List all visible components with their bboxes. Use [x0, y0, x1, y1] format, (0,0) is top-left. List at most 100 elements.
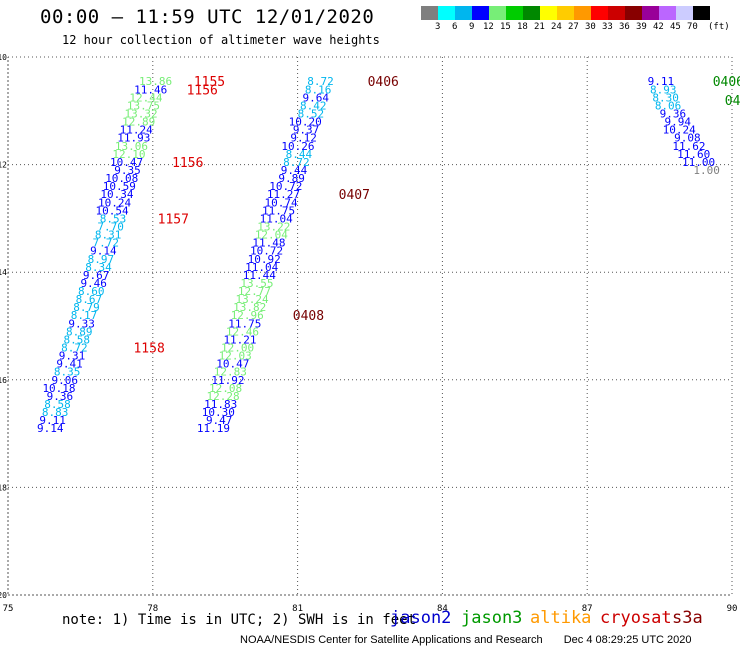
- swh-value: 8.35: [54, 366, 81, 379]
- swh-value: 12.83: [214, 366, 247, 379]
- swh-value: 9.36: [660, 107, 687, 120]
- swh-value: 9.41: [56, 358, 83, 371]
- colorbar-labels: 3 6 9 12 15 18 21 24 27 30 33 36 39 42 45 70 (ft): [421, 22, 740, 34]
- swh-value: 12.00: [221, 342, 254, 355]
- footer: NOAA/NESDIS Center for Satellite Applica…: [240, 634, 692, 646]
- y-tick-label: 20: [0, 591, 7, 600]
- swh-value: 8.52: [298, 107, 325, 120]
- colorbar-swatch: [625, 6, 642, 20]
- swh-value: 10.54: [96, 204, 129, 217]
- colorbar-swatch: [421, 6, 438, 20]
- colorbar-swatch: [574, 6, 591, 20]
- time-label: 0407: [725, 94, 740, 109]
- swh-value: 8.58: [64, 333, 91, 346]
- swh-value: 10.74: [264, 196, 297, 209]
- swh-value: 12.44: [129, 91, 162, 104]
- x-tick-label: 84: [437, 604, 448, 614]
- swh-value: 11.60: [677, 148, 710, 161]
- time-label: 0407: [339, 188, 370, 203]
- colorbar-tick: 30: [585, 22, 596, 32]
- swh-value: 9.35: [114, 164, 141, 177]
- swh-value: 7.72: [93, 237, 120, 250]
- swh-value: 8.58: [44, 398, 71, 411]
- time-label: 1155: [194, 75, 225, 90]
- swh-value: 11.92: [211, 374, 244, 387]
- time-label: 1156: [187, 83, 218, 98]
- colorbar-tick: 9: [469, 22, 475, 32]
- swh-value: 9.33: [68, 317, 95, 330]
- swh-value: 12.08: [209, 382, 242, 395]
- satellite-legend-s3a: s3a: [672, 608, 703, 628]
- swh-value: 10.30: [202, 406, 235, 419]
- y-tick-label: 16: [0, 376, 7, 385]
- swh-value: 10.24: [98, 196, 131, 209]
- swh-value: 8.89: [66, 325, 93, 338]
- swh-value: 8.17: [71, 309, 98, 322]
- x-tick-label: 87: [582, 604, 593, 614]
- swh-value: 10.24: [663, 124, 696, 137]
- time-label: 0406: [713, 75, 740, 90]
- swh-value: 9.12: [290, 132, 317, 145]
- swh-value: 13.24: [236, 293, 269, 306]
- time-label: 1157: [158, 212, 189, 227]
- colorbar-tick: 15: [500, 22, 511, 32]
- swh-value: 13.55: [240, 277, 273, 290]
- colorbar-swatch: [659, 6, 676, 20]
- y-tick-label: 14: [0, 268, 7, 277]
- swh-value: 9.14: [37, 422, 64, 435]
- swh-value: 12.96: [231, 309, 264, 322]
- swh-value: 9.08: [674, 132, 701, 145]
- swh-value: 12.04: [255, 229, 288, 242]
- y-tick-label: 18: [0, 483, 7, 492]
- colorbar-tick: 3: [435, 22, 441, 32]
- x-tick-label: 81: [292, 604, 303, 614]
- satellite-legend-altika: altika: [530, 608, 592, 628]
- swh-value: 1.00: [693, 164, 720, 177]
- swh-value: 8.34: [85, 261, 112, 274]
- swh-value: 10.47: [216, 358, 249, 371]
- swh-value: 8.31: [95, 229, 122, 242]
- swh-value: 13.86: [139, 75, 172, 88]
- colorbar-swatch: [557, 6, 574, 20]
- colorbar-swatch: [540, 6, 557, 20]
- colorbar-swatch: [642, 6, 659, 20]
- swh-value: 13.22: [257, 220, 290, 233]
- plot-frame: [7, 56, 733, 596]
- satellite-legend-jason2: jason2: [390, 608, 452, 628]
- swh-value: 9.37: [293, 124, 320, 137]
- swh-value: 11.75: [228, 317, 261, 330]
- swh-value: 9.36: [47, 390, 74, 403]
- swh-value: 8.44: [286, 148, 313, 161]
- colorbar-tick: 45: [670, 22, 681, 32]
- swh-value: 13.32: [125, 107, 158, 120]
- time-label: 1156: [172, 156, 203, 171]
- swh-value: 8.93: [650, 83, 677, 96]
- colorbar: [421, 6, 710, 20]
- colorbar-swatch: [489, 6, 506, 20]
- swh-value: 11.48: [252, 237, 285, 250]
- time-label: 0406: [368, 75, 399, 90]
- colorbar-tick: 39: [636, 22, 647, 32]
- swh-value: 9.64: [302, 91, 329, 104]
- swh-value: 8.67: [76, 293, 103, 306]
- footer-credit: NOAA/NESDIS Center for Satellite Applica…: [240, 634, 543, 646]
- swh-value: 8.97: [88, 253, 115, 266]
- colorbar-swatch: [608, 6, 625, 20]
- swh-value: 9.11: [648, 75, 675, 88]
- swh-value: 11.75: [262, 204, 295, 217]
- colorbar-unit: (ft): [708, 22, 730, 32]
- colorbar-swatch: [693, 6, 710, 20]
- note-text: note: 1) Time is in UTC; 2) SWH is in fe…: [62, 612, 417, 628]
- swh-value: 11.00: [682, 156, 715, 169]
- colorbar-swatch: [455, 6, 472, 20]
- swh-value: 9.06: [51, 374, 78, 387]
- colorbar-tick: 70: [687, 22, 698, 32]
- swh-value: 7.70: [97, 220, 124, 233]
- time-label: 1158: [133, 342, 164, 357]
- swh-value: 12.28: [207, 390, 240, 403]
- satellite-legend-jason3: jason3: [461, 608, 523, 628]
- x-tick-label: 75: [3, 604, 14, 614]
- colorbar-tick: 42: [653, 22, 664, 32]
- swh-value: 8.72: [307, 75, 334, 88]
- swh-value: 9.44: [281, 164, 308, 177]
